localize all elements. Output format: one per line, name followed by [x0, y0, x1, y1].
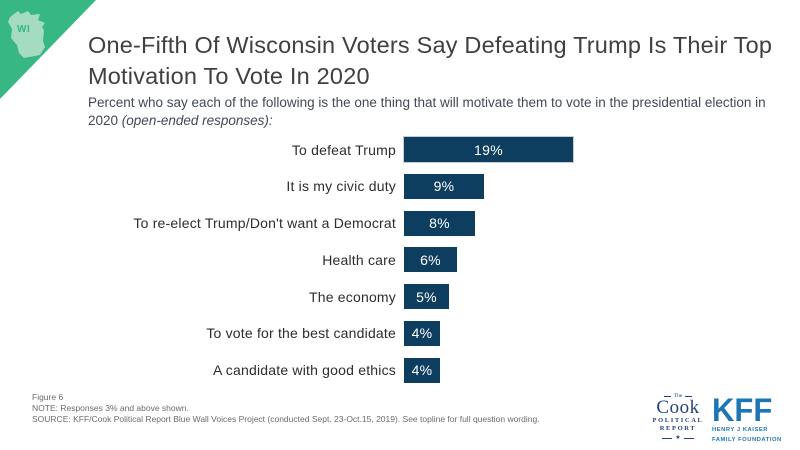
- bar-row-label: Health care: [322, 251, 396, 268]
- bar-value-label: 8%: [429, 215, 450, 232]
- cook-logo-star-row: ★: [648, 435, 708, 441]
- cook-logo-the: The: [673, 393, 683, 399]
- bar: 19%: [404, 137, 573, 162]
- page-title: One-Fifth Of Wisconsin Voters Say Defeat…: [88, 32, 773, 89]
- cook-logo-name: Cook: [656, 397, 700, 418]
- kff-logo-name: KFF: [712, 391, 773, 429]
- dash-ornament: [685, 395, 693, 397]
- bar: 6%: [404, 247, 457, 273]
- bar: 4%: [404, 320, 440, 346]
- note-text: NOTE: Responses 3% and above shown.: [32, 403, 189, 413]
- bar-row: Health care 6%: [0, 247, 800, 273]
- dash-ornament: [662, 437, 673, 439]
- bar-value-label: 9%: [433, 178, 455, 195]
- subtitle-regular-text: Percent who say each of the following is…: [88, 95, 766, 128]
- bar-row-label: To vote for the best candidate: [206, 325, 396, 342]
- dash-ornament: [683, 437, 694, 439]
- star-icon: ★: [675, 435, 681, 441]
- bar-row: The economy 5%: [0, 284, 800, 310]
- bar-row-label: The economy: [308, 288, 396, 305]
- bar-row: To defeat Trump 19%: [0, 137, 800, 162]
- kff-logo: KFF HENRY J KAISER FAMILY FOUNDATION: [712, 391, 798, 444]
- page-subtitle: Percent who say each of the following is…: [88, 94, 772, 129]
- bar-row-label: A candidate with good ethics: [212, 362, 396, 379]
- bar-value-label: 19%: [474, 141, 503, 158]
- subtitle-italic-text: (open-ended responses):: [121, 112, 273, 128]
- state-abbr-label: WI: [17, 24, 31, 35]
- cook-logo-the-line: The: [648, 393, 708, 399]
- kff-logo-line1: HENRY J KAISER: [712, 427, 769, 433]
- cook-logo-report: REPORT: [659, 425, 697, 432]
- kff-logo-line2: FAMILY FOUNDATION: [712, 437, 782, 443]
- bar: 9%: [404, 173, 484, 199]
- bar-value-label: 4%: [411, 325, 433, 342]
- bar: 4%: [404, 357, 440, 383]
- cook-logo-political: POLITICAL: [652, 417, 704, 424]
- bar-value-label: 4%: [411, 362, 433, 379]
- bar-row: A candidate with good ethics 4%: [0, 357, 800, 383]
- corner-ribbon: WI: [0, 0, 96, 99]
- bar-row: To re-elect Trump/Don't want a Democrat …: [0, 210, 800, 236]
- bar-chart: To defeat Trump 19% It is my civic duty …: [0, 137, 800, 383]
- dash-ornament: [663, 395, 671, 397]
- bar-row-label: To re-elect Trump/Don't want a Democrat: [133, 215, 396, 232]
- cook-political-report-logo: The Cook POLITICAL REPORT ★: [648, 393, 708, 441]
- figure-label: Figure 6: [32, 392, 64, 402]
- bar-row: To vote for the best candidate 4%: [0, 320, 800, 346]
- bar-value-label: 5%: [416, 288, 437, 305]
- wisconsin-state-icon: [8, 11, 45, 58]
- bar: 8%: [404, 210, 475, 236]
- source-text: SOURCE: KFF/Cook Political Report Blue W…: [32, 414, 540, 424]
- bar-value-label: 6%: [420, 251, 441, 268]
- bar-row: It is my civic duty 9%: [0, 173, 800, 199]
- bar-row-label: It is my civic duty: [286, 178, 396, 195]
- bar-row-label: To defeat Trump: [291, 141, 396, 158]
- bar: 5%: [404, 284, 449, 310]
- footnotes: Figure 6 NOTE: Responses 3% and above sh…: [32, 392, 592, 425]
